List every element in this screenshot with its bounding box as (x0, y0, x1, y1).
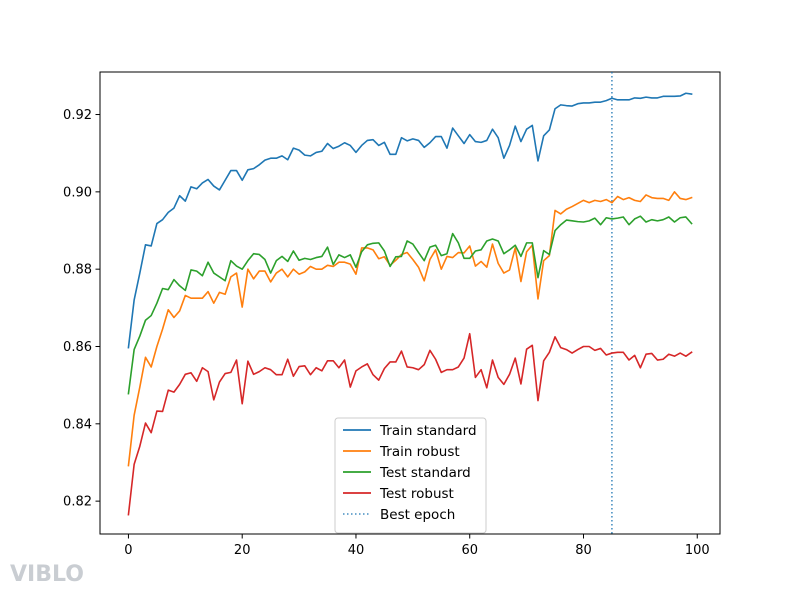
y-tick-label: 0.84 (63, 417, 92, 432)
legend-label: Best epoch (380, 507, 455, 523)
legend-label: Test robust (379, 486, 454, 502)
legend-label: Train standard (379, 423, 477, 439)
x-tick-label: 0 (124, 543, 132, 558)
legend-label: Test standard (379, 465, 471, 481)
series-line-train-standard (127, 92, 693, 349)
axes-border (99, 71, 721, 535)
x-tick-label: 40 (348, 543, 365, 558)
legend-box (334, 417, 487, 534)
x-tick-label: 60 (461, 543, 478, 558)
x-tick-label: 20 (234, 543, 251, 558)
y-tick-label: 0.86 (63, 340, 92, 355)
series-line-test-robust (127, 332, 693, 516)
legend: Train standard Train robust Test standard T… (334, 417, 487, 534)
y-tick-label: 0.90 (63, 185, 92, 200)
x-tick-label: 100 (685, 543, 710, 558)
y-axis: 0.82 0.84 0.86 0.88 0.90 0.92 (63, 108, 100, 510)
plot-area (127, 72, 693, 534)
x-tick-label: 80 (575, 543, 592, 558)
x-axis: 0 20 40 60 80 100 (124, 534, 710, 558)
y-tick-label: 0.88 (63, 263, 92, 278)
watermark-logo: VIBLO (10, 562, 84, 587)
y-tick-label: 0.92 (63, 108, 92, 123)
series-line-test-standard (127, 215, 693, 395)
legend-label: Train robust (379, 444, 460, 460)
axes-frame (99, 71, 721, 535)
series-line-train-robust (127, 191, 693, 467)
y-tick-label: 0.82 (63, 495, 92, 510)
